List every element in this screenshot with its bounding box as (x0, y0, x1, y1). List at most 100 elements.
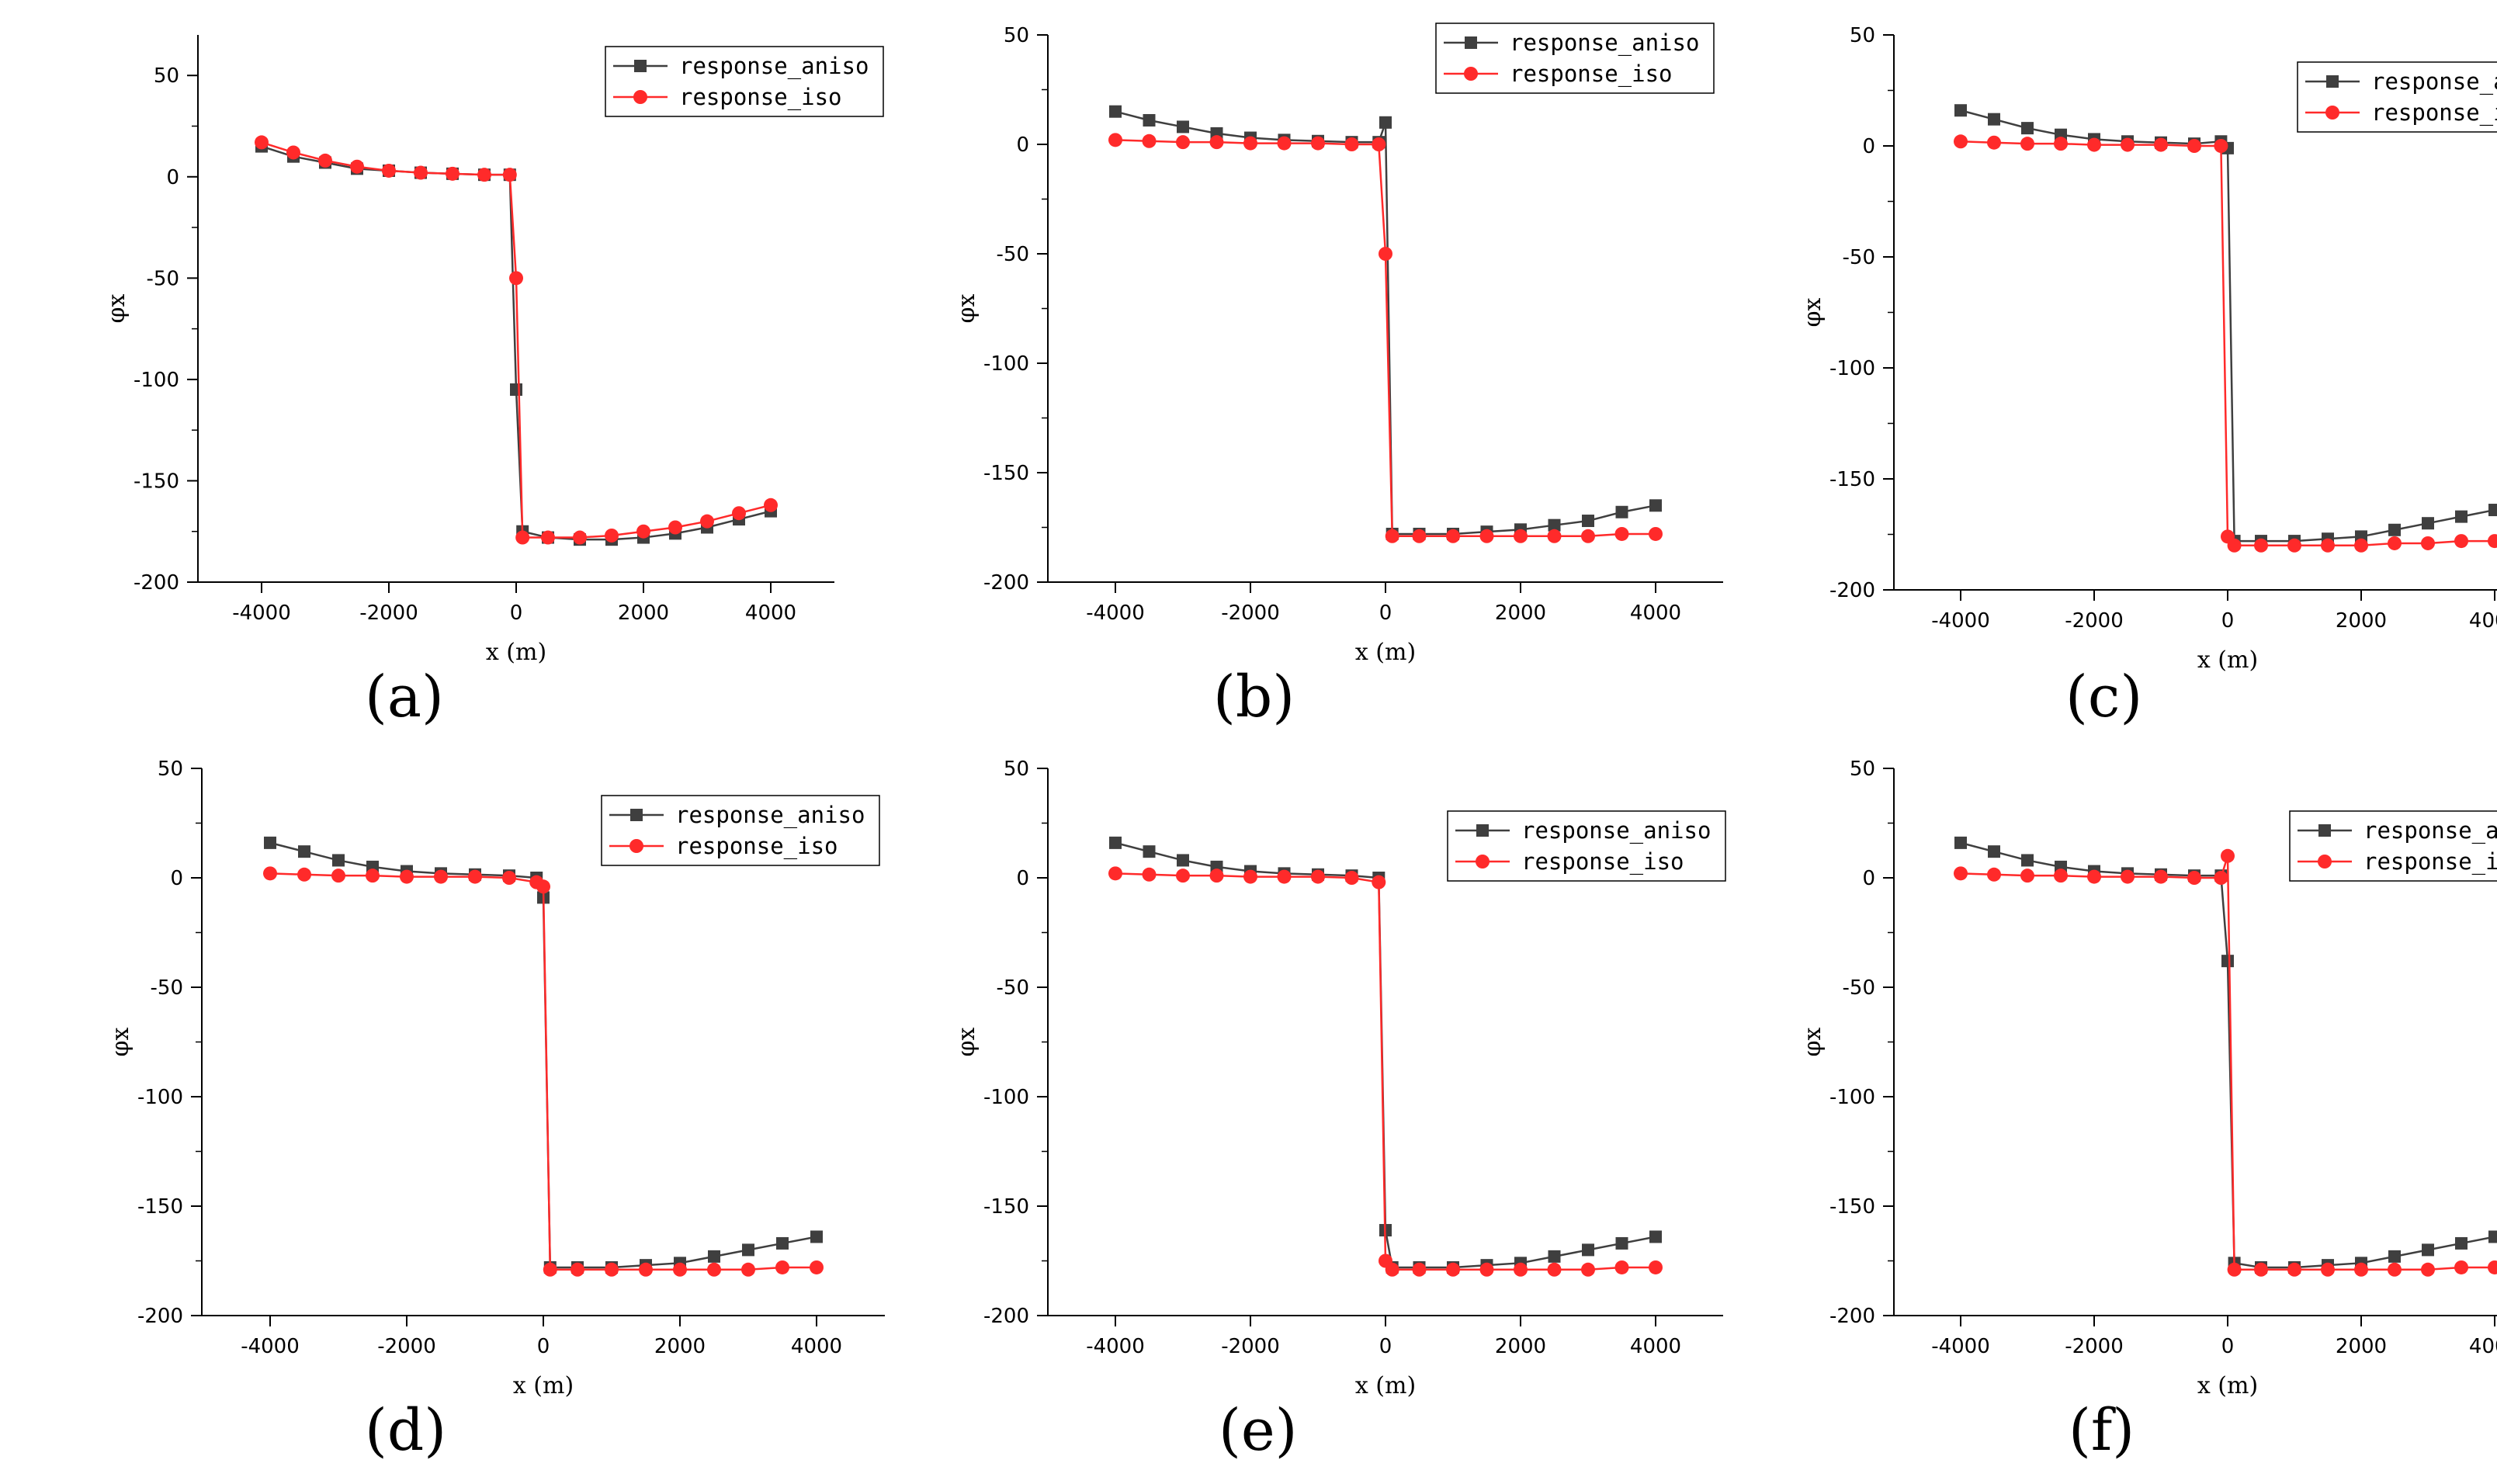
data-point-response_iso (1344, 137, 1359, 151)
data-point-response_aniso (708, 1250, 720, 1263)
y-axis-label: φx (103, 293, 130, 323)
data-point-response_iso (1954, 866, 1968, 881)
data-point-response_iso (1412, 1262, 1427, 1277)
data-point-response_iso (2187, 871, 2201, 885)
x-tick-label: 2000 (2336, 609, 2387, 633)
legend-marker-response_aniso (630, 809, 643, 821)
data-point-response_iso (2214, 871, 2228, 885)
chart-svg-d: 50 0 -50 -100 -150 -200 -4000 -2000 0 2000 4000 x (… (107, 758, 885, 1399)
y-tick-label: -100 (134, 369, 179, 392)
data-point-response_aniso (510, 383, 522, 396)
series-response_iso (1108, 866, 1663, 1277)
legend-marker-response_iso (629, 839, 643, 853)
data-point-response_iso (1581, 529, 1595, 543)
data-point-response_aniso (1548, 1250, 1561, 1263)
x-tick-label: 2000 (1495, 602, 1546, 625)
legend-label-response_iso: response_iso (679, 84, 842, 111)
y-tick-label: 50 (1004, 24, 1029, 47)
data-point-response_iso (2388, 1262, 2402, 1277)
series-response_aniso (255, 140, 777, 546)
data-point-response_iso (2421, 1262, 2435, 1277)
data-point-response_iso (1446, 1262, 1460, 1277)
y-tick-label: -150 (134, 470, 179, 493)
panel-label-a: (a) (365, 664, 444, 730)
data-point-response_iso (350, 159, 364, 174)
legend-label-response_iso: response_iso (1521, 848, 1684, 875)
data-point-response_iso (255, 135, 269, 150)
legend-box (605, 46, 884, 117)
data-point-response_iso (2154, 869, 2168, 884)
x-tick-label: -4000 (241, 1335, 300, 1358)
legend-label-response_aniso: response_aniso (675, 802, 865, 829)
data-point-response_iso (1209, 135, 1224, 150)
legend-box (1447, 810, 1726, 882)
data-point-response_iso (502, 168, 517, 182)
data-point-response_iso (434, 869, 448, 884)
series-response_iso (263, 866, 824, 1277)
series-response_iso (1954, 848, 2497, 1277)
data-point-response_aniso (2221, 955, 2234, 968)
y-tick-label: -50 (1843, 976, 1875, 1000)
data-point-response_aniso (776, 1236, 789, 1250)
data-point-response_iso (741, 1262, 755, 1277)
y-tick-label: -200 (134, 571, 179, 595)
legend-marker-response_aniso (1465, 36, 1477, 49)
legend-box (1435, 23, 1715, 94)
x-tick-label: 2000 (1495, 1335, 1546, 1358)
data-point-response_iso (2227, 538, 2242, 553)
y-tick-label: 0 (1016, 867, 1029, 890)
data-point-response_aniso (1649, 499, 1662, 512)
y-axis-label: φx (953, 1027, 980, 1056)
y-axis-label: φx (107, 1027, 134, 1056)
data-point-response_iso (1547, 1262, 1562, 1277)
data-point-response_iso (2388, 536, 2402, 550)
data-point-response_iso (1142, 867, 1157, 882)
data-point-response_iso (515, 530, 530, 545)
legend: response_aniso response_iso (2297, 61, 2497, 133)
data-point-response_aniso (1109, 836, 1122, 849)
data-point-response_aniso (2422, 517, 2434, 530)
series-line-response_aniso (1115, 110, 1656, 536)
data-point-response_aniso (1548, 518, 1561, 532)
series-response_aniso (1954, 836, 2497, 1274)
data-point-response_iso (2454, 534, 2468, 549)
y-tick-label: 50 (154, 64, 179, 88)
y-axis-label: φx (1799, 1027, 1826, 1056)
data-point-response_iso (1649, 526, 1663, 541)
data-point-response_aniso (2388, 1250, 2401, 1263)
x-tick-label: -2000 (2065, 1335, 2124, 1358)
data-point-response_iso (2221, 848, 2235, 863)
data-point-response_iso (543, 1262, 557, 1277)
data-point-response_iso (2187, 139, 2201, 153)
series-response_iso (1108, 133, 1663, 543)
legend-label-response_aniso: response_aniso (2371, 68, 2497, 95)
x-tick-label: 0 (1379, 602, 1392, 625)
legend-marker-response_iso (633, 90, 647, 104)
data-point-response_aniso (742, 1243, 754, 1257)
data-point-response_iso (2287, 1262, 2301, 1277)
y-tick-label: 0 (1862, 135, 1875, 158)
data-point-response_iso (570, 1262, 584, 1277)
y-tick-label: 0 (1862, 867, 1875, 890)
data-point-response_iso (477, 168, 491, 182)
data-point-response_iso (1379, 247, 1392, 261)
x-tick-label: 4000 (1630, 1335, 1681, 1358)
data-point-response_aniso (1988, 845, 2000, 858)
data-point-response_iso (1372, 875, 1386, 889)
data-point-response_iso (2020, 869, 2034, 883)
y-tick-label: -100 (1829, 357, 1875, 380)
data-point-response_aniso (1615, 505, 1628, 518)
data-point-response_iso (1479, 529, 1494, 543)
series-response_iso (255, 135, 778, 545)
x-tick-label: 0 (2221, 1335, 2235, 1358)
data-point-response_aniso (1988, 113, 2000, 126)
data-point-response_iso (1412, 529, 1427, 543)
data-point-response_iso (1176, 135, 1190, 150)
data-point-response_iso (2287, 538, 2301, 553)
legend-marker-response_iso (1476, 855, 1490, 869)
data-point-response_aniso (1649, 1230, 1662, 1243)
data-point-response_iso (1243, 869, 1257, 884)
chart-panel-a: 50 0 -50 -100 -150 -200 -4000 -2000 0 2000 4000 x (… (103, 23, 884, 683)
x-tick-label: 4000 (791, 1335, 842, 1358)
